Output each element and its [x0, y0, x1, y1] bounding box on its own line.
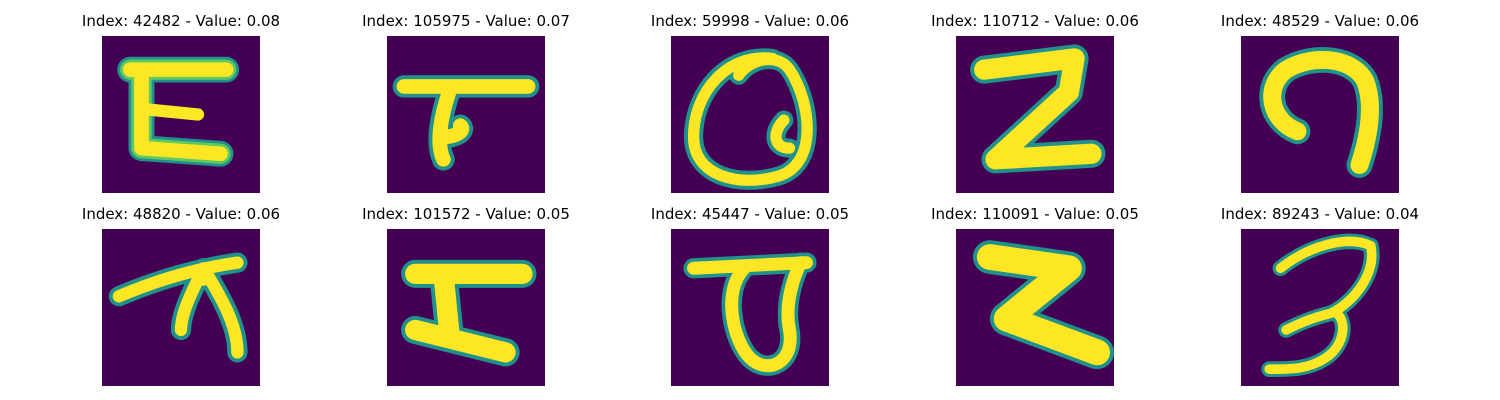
digit-image [102, 36, 260, 193]
panel-title: Index: 101572 - Value: 0.05 [362, 205, 570, 223]
panel-8: Index: 45447 - Value: 0.05 [620, 205, 880, 386]
glyph-t-loop [683, 252, 817, 376]
panel-title: Index: 110712 - Value: 0.06 [931, 12, 1139, 30]
glyph-three [1261, 233, 1380, 378]
panel-9: Index: 110091 - Value: 0.05 [905, 205, 1165, 386]
glyph-t-hook [392, 75, 540, 171]
glyph-z-wide [972, 240, 1114, 370]
digit-image [1241, 229, 1399, 386]
panel-5: Index: 48529 - Value: 0.06 [1190, 12, 1450, 193]
panel-title: Index: 59998 - Value: 0.06 [650, 12, 850, 30]
digit-image [387, 36, 545, 193]
panel-4: Index: 110712 - Value: 0.06 [905, 12, 1165, 193]
panel-title: Index: 89243 - Value: 0.04 [1220, 205, 1420, 223]
digit-image [671, 36, 829, 193]
glyph-h-shape [401, 259, 537, 367]
panel-2: Index: 105975 - Value: 0.07 [336, 12, 596, 193]
digit-image [387, 229, 545, 386]
glyph-open-box [117, 56, 240, 167]
glyph-arch [1259, 46, 1383, 178]
panel-title: Index: 48529 - Value: 0.06 [1220, 12, 1420, 30]
panel-10: Index: 89243 - Value: 0.04 [1190, 205, 1450, 386]
glyph-z [970, 44, 1106, 174]
panel-title: Index: 48820 - Value: 0.06 [81, 205, 281, 223]
digit-image [1241, 36, 1399, 193]
panel-title: Index: 105975 - Value: 0.07 [362, 12, 570, 30]
digit-image [956, 229, 1114, 386]
panel-3: Index: 59998 - Value: 0.06 [620, 12, 880, 193]
panel-6: Index: 48820 - Value: 0.06 [51, 205, 311, 386]
glyph-pi [108, 252, 248, 363]
digit-image [671, 229, 829, 386]
panel-7: Index: 101572 - Value: 0.05 [336, 205, 596, 386]
glyph-loop-a [683, 48, 817, 190]
panel-title: Index: 45447 - Value: 0.05 [650, 205, 850, 223]
panel-title: Index: 110091 - Value: 0.05 [931, 205, 1139, 223]
panel-title: Index: 42482 - Value: 0.08 [81, 12, 281, 30]
digit-image [956, 36, 1114, 193]
digit-image [102, 229, 260, 386]
panel-1: Index: 42482 - Value: 0.08 [51, 12, 311, 193]
